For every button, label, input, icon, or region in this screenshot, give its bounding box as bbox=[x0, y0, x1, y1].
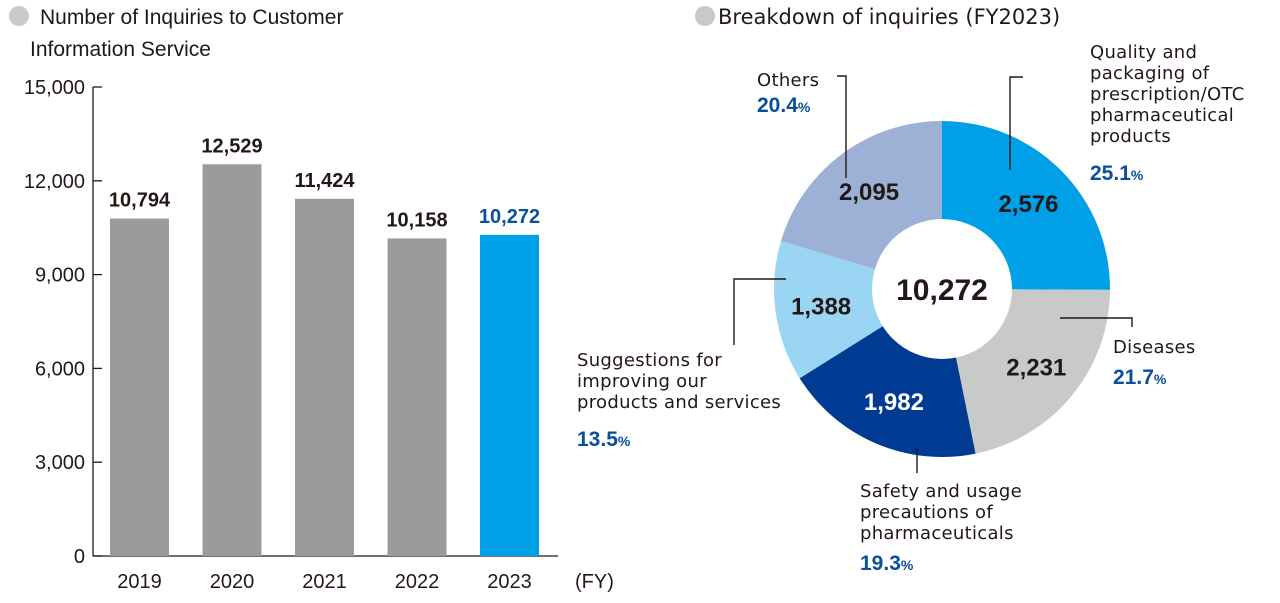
slice-category-label-line: pharmaceuticals bbox=[860, 523, 1014, 544]
bar-chart-title-line2: Information Service bbox=[30, 38, 211, 61]
slice-value-label: 2,231 bbox=[1006, 354, 1066, 381]
bar-chart: Number of Inquiries to Customer Informat… bbox=[9, 6, 614, 593]
bar-chart-title-line1: Number of Inquiries to Customer bbox=[40, 6, 343, 29]
leader-line bbox=[1060, 317, 1133, 327]
slice-category-label-line: Safety and usage bbox=[860, 481, 1022, 502]
donut-chart-title: Breakdown of inquiries (FY2023) bbox=[718, 5, 1060, 29]
bar-value-label: 10,158 bbox=[386, 209, 447, 231]
x-tick-label: 2022 bbox=[395, 571, 440, 593]
y-tick-label: 0 bbox=[74, 546, 85, 568]
slice-percent-value: 20.4 bbox=[757, 94, 798, 117]
slice-category-label-line: precautions of bbox=[860, 502, 993, 523]
donut-leader-lines bbox=[733, 75, 1133, 473]
slice-percent-value: 21.7 bbox=[1113, 366, 1154, 389]
x-axis-unit: (FY) bbox=[575, 571, 614, 593]
slice-category-label-line: pharmaceutical bbox=[1090, 105, 1234, 126]
donut-hole bbox=[872, 219, 1012, 359]
slice-value-label: 1,388 bbox=[791, 293, 851, 320]
bar-value-label: 10,794 bbox=[109, 190, 171, 212]
slice-percent-value: 25.1 bbox=[1090, 162, 1131, 185]
donut-slice bbox=[774, 241, 942, 379]
slice-category-label: Suggestions for improving our products and… bbox=[577, 350, 781, 413]
slice-category-label: Diseases bbox=[1113, 337, 1196, 358]
slice-percent-value: 19.3 bbox=[860, 552, 901, 575]
slice-category-label-line: prescription/OTC bbox=[1090, 84, 1245, 105]
bar bbox=[480, 234, 539, 556]
slice-percent-label: 19.3% bbox=[860, 552, 914, 575]
slice-value-label: 2,095 bbox=[839, 179, 899, 206]
bar-value-label: 11,424 bbox=[294, 170, 355, 192]
slice-percent-value: 13.5 bbox=[577, 428, 618, 451]
slice-category-label-line: products and services bbox=[577, 392, 781, 413]
slice-category-label-line: Diseases bbox=[1113, 337, 1196, 358]
bar-value-label: 10,272 bbox=[479, 206, 540, 228]
slice-category-label: Others bbox=[757, 70, 819, 91]
donut-labels: Quality and packaging of prescription/OTC p… bbox=[577, 42, 1245, 575]
bar-chart-x-ticks: 2019 2020 2021 2022 2023 bbox=[117, 571, 532, 593]
slice-category-label: Safety and usage precautions of pharmaceut… bbox=[860, 481, 1022, 544]
y-tick-label: 15,000 bbox=[24, 77, 85, 99]
bar bbox=[387, 238, 447, 557]
donut-values: 2,576 2,231 1,982 1,388 2,095 bbox=[791, 179, 1066, 416]
leader-line bbox=[733, 278, 786, 345]
slice-category-label-line: Others bbox=[757, 70, 819, 91]
leader-line bbox=[837, 75, 847, 178]
bar-chart-bars: 10,794 12,529 11,424 10,158 10,272 bbox=[109, 135, 540, 557]
slice-value-label: 1,982 bbox=[864, 389, 924, 416]
y-tick-label: 12,000 bbox=[24, 171, 85, 193]
slice-category-label-line: products bbox=[1090, 126, 1171, 147]
y-tick-label: 3,000 bbox=[35, 452, 85, 474]
slice-percent-sign: % bbox=[901, 557, 914, 573]
slice-percent-sign: % bbox=[1131, 167, 1144, 183]
slice-percent-label: 25.1% bbox=[1090, 162, 1144, 185]
donut-chart-title-bullet bbox=[695, 6, 715, 26]
slice-percent-label: 20.4% bbox=[757, 94, 811, 117]
slice-category-label-line: improving our bbox=[577, 371, 707, 392]
donut-chart: Breakdown of inquiries (FY2023) 10,272 2… bbox=[577, 5, 1245, 575]
slice-percent-label: 21.7% bbox=[1113, 366, 1167, 389]
bar-chart-title-bullet bbox=[9, 6, 29, 26]
bar bbox=[110, 218, 169, 556]
slice-percent-sign: % bbox=[798, 99, 811, 115]
slice-value-label: 2,576 bbox=[998, 191, 1058, 218]
bar-chart-axes: 0 3,000 6,000 9,000 12,000 15,000 bbox=[24, 77, 558, 568]
bar bbox=[295, 198, 354, 556]
bar bbox=[202, 164, 262, 556]
x-tick-label: 2021 bbox=[302, 571, 347, 593]
slice-category-label-line: Suggestions for bbox=[577, 350, 722, 371]
x-tick-label: 2023 bbox=[487, 571, 532, 593]
slice-percent-sign: % bbox=[1154, 371, 1167, 387]
bar-value-label: 12,529 bbox=[201, 135, 262, 157]
slice-category-label-line: Quality and bbox=[1090, 42, 1197, 63]
slice-category-label-line: packaging of bbox=[1090, 63, 1210, 84]
x-tick-label: 2020 bbox=[210, 571, 255, 593]
x-tick-label: 2019 bbox=[117, 571, 162, 593]
y-tick-label: 6,000 bbox=[35, 358, 85, 380]
y-tick-label: 9,000 bbox=[35, 265, 85, 287]
donut-total: 10,272 bbox=[896, 274, 988, 307]
leader-line bbox=[1009, 76, 1023, 170]
slice-percent-sign: % bbox=[618, 433, 631, 449]
slice-percent-label: 13.5% bbox=[577, 428, 631, 451]
slice-category-label: Quality and packaging of prescription/OTC p… bbox=[1090, 42, 1245, 147]
